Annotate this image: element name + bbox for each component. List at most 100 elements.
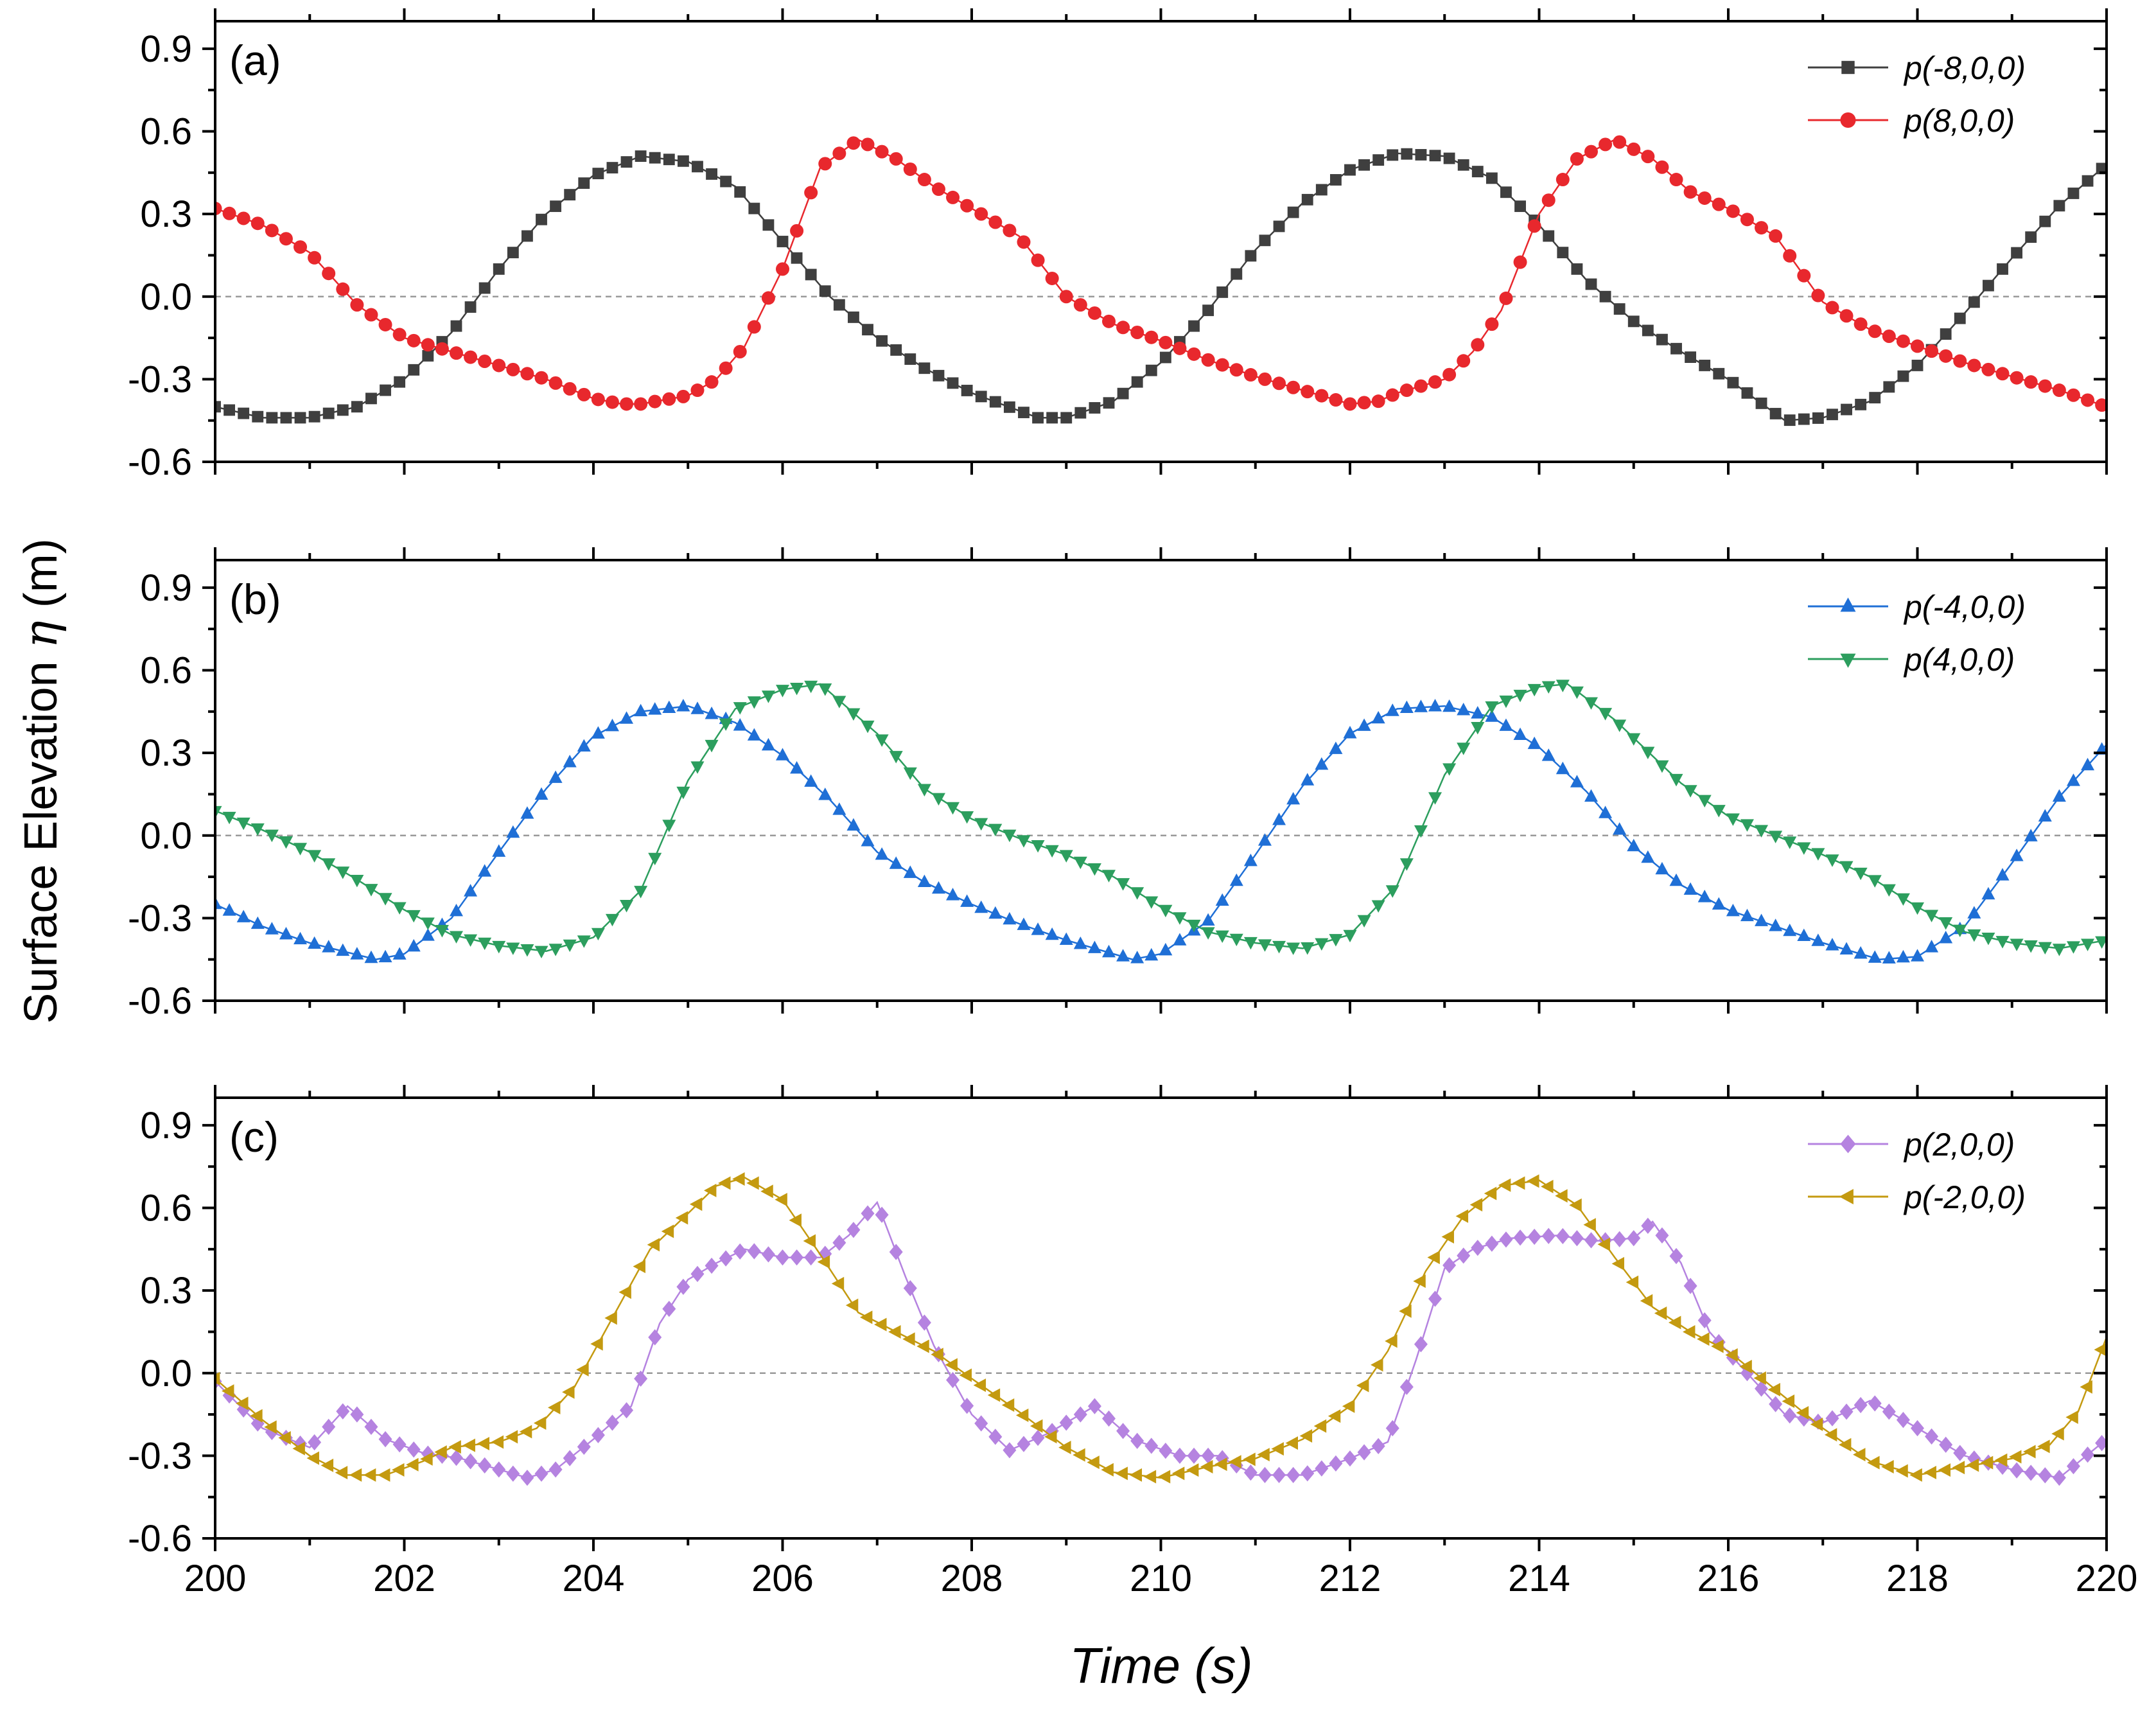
data-point <box>505 1430 518 1444</box>
data-point <box>550 200 562 213</box>
panel-c: -0.6 -0.3 0.0 0.3 0.6 0.9 200 202 204 206 208 210 21… <box>128 1085 2137 1599</box>
y-tick-label: 0.6 <box>140 111 192 153</box>
data-point <box>1769 229 1783 243</box>
series-line <box>215 705 2107 960</box>
data-point <box>662 1301 676 1317</box>
data-point <box>591 392 605 407</box>
data-point <box>988 215 1003 229</box>
data-point <box>689 1197 703 1211</box>
data-point <box>1796 1405 1809 1420</box>
legend-marker <box>1840 1134 1856 1154</box>
data-point <box>818 683 832 696</box>
data-point <box>493 263 505 275</box>
data-point <box>1953 354 1967 368</box>
data-point <box>1513 727 1527 741</box>
data-point <box>804 186 818 200</box>
data-point <box>1868 875 1882 888</box>
data-point <box>350 875 364 888</box>
data-point <box>1030 1419 1043 1433</box>
data-point <box>1669 873 1683 886</box>
data-point <box>563 755 577 768</box>
data-point <box>1868 1395 1882 1412</box>
data-point <box>2038 1467 2052 1484</box>
data-point <box>960 811 974 824</box>
data-point <box>1271 1442 1284 1456</box>
data-point <box>917 173 931 187</box>
data-point <box>1627 142 1641 156</box>
data-point <box>265 224 279 238</box>
data-point <box>1243 1464 1258 1481</box>
series-2 <box>215 680 2107 959</box>
data-point <box>1045 927 1059 940</box>
data-point <box>819 285 831 297</box>
data-point <box>676 786 690 800</box>
data-point <box>776 236 789 247</box>
data-point <box>1683 185 1697 199</box>
data-point <box>1015 1408 1029 1422</box>
data-point <box>322 940 336 953</box>
data-point <box>2082 175 2094 187</box>
data-point <box>1882 884 1896 897</box>
data-point <box>1159 942 1173 956</box>
data-point <box>464 884 478 897</box>
data-point <box>1031 922 1045 935</box>
data-point <box>434 1445 447 1459</box>
data-point <box>975 391 987 403</box>
data-point <box>732 1172 745 1186</box>
data-point <box>378 949 392 963</box>
data-point <box>1157 1470 1171 1484</box>
data-point <box>591 726 605 739</box>
data-point <box>1045 271 1059 285</box>
data-point <box>1159 351 1171 364</box>
y-tick-label: 0.9 <box>140 1105 192 1147</box>
data-point <box>960 198 974 213</box>
data-point <box>1500 186 1512 198</box>
data-point <box>1599 708 1613 721</box>
data-point <box>336 1403 350 1420</box>
data-point <box>989 396 1001 408</box>
data-point <box>1130 325 1144 339</box>
data-point <box>1499 695 1513 708</box>
data-point <box>1399 858 1414 871</box>
data-point <box>762 219 775 231</box>
data-point <box>747 696 761 709</box>
data-point <box>322 267 336 281</box>
data-point <box>548 944 563 956</box>
data-point <box>861 720 875 734</box>
data-point <box>1825 301 1839 315</box>
data-point <box>534 787 548 800</box>
data-point <box>1315 938 1329 951</box>
data-point <box>818 157 832 171</box>
data-point <box>2024 1464 2038 1481</box>
data-point <box>2038 809 2052 822</box>
data-point <box>946 190 960 204</box>
data-point <box>719 718 733 731</box>
data-point <box>448 1440 461 1454</box>
data-point <box>620 1402 634 1419</box>
data-point <box>236 211 250 225</box>
data-point <box>520 1470 534 1486</box>
data-point <box>832 146 846 161</box>
data-point <box>1613 1231 1627 1247</box>
data-point <box>1202 304 1214 317</box>
data-point <box>889 1244 903 1260</box>
series-line <box>215 1200 2107 1479</box>
data-point <box>1641 150 1655 164</box>
data-point <box>215 805 222 819</box>
data-point <box>1767 1382 1780 1396</box>
data-point <box>1725 1348 1738 1362</box>
data-point <box>335 1466 348 1480</box>
legend-marker <box>1840 653 1856 668</box>
data-point <box>1641 1217 1655 1234</box>
data-point <box>1200 1460 1213 1474</box>
data-point <box>378 893 392 906</box>
data-point <box>407 910 421 923</box>
data-point <box>506 1465 520 1482</box>
data-point <box>1116 321 1130 335</box>
data-point <box>1655 1227 1669 1244</box>
legend-label: p(8,0,0) <box>1903 103 2015 139</box>
data-point <box>1315 1460 1329 1477</box>
data-point <box>1315 389 1329 403</box>
data-point <box>861 1205 875 1222</box>
data-point <box>1855 398 1867 410</box>
